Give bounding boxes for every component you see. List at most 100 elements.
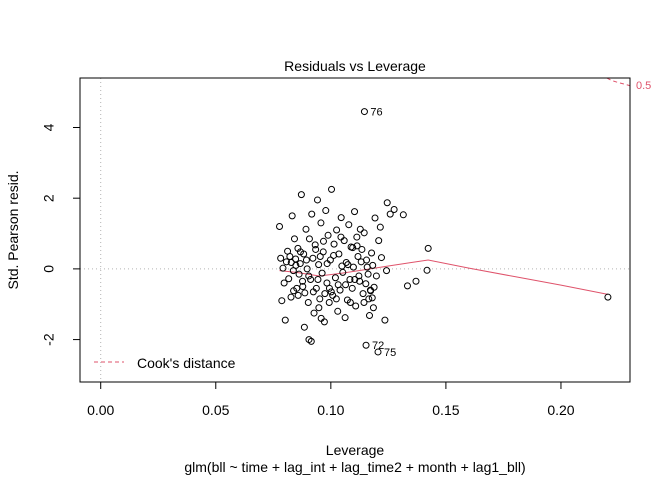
data-point <box>302 225 310 233</box>
data-point <box>316 295 324 303</box>
data-point <box>340 237 348 245</box>
data-point <box>338 262 346 270</box>
data-point <box>277 254 285 262</box>
data-point <box>356 225 364 233</box>
data-point <box>344 261 352 269</box>
data-point <box>303 265 311 273</box>
x-axis: 0.00 0.05 0.10 0.15 0.20 <box>87 381 575 418</box>
data-point <box>334 307 342 315</box>
data-point <box>375 237 383 245</box>
data-point <box>318 269 326 277</box>
data-point <box>285 275 293 283</box>
data-point <box>351 275 359 283</box>
data-point <box>304 298 312 306</box>
data-point <box>280 279 288 287</box>
data-point <box>357 258 365 266</box>
data-point <box>424 244 432 252</box>
data-point <box>310 309 318 317</box>
data-point <box>360 229 368 237</box>
data-point <box>315 261 323 269</box>
data-point <box>316 253 324 261</box>
data-point <box>313 196 321 204</box>
data-point <box>337 214 345 222</box>
chart-title: Residuals vs Leverage <box>284 58 426 74</box>
data-point <box>362 341 370 349</box>
data-point <box>360 108 368 116</box>
data-point <box>348 284 356 292</box>
data-point <box>309 254 317 262</box>
points-layer <box>276 108 612 356</box>
x-tick-label: 0.00 <box>87 402 114 418</box>
data-point <box>317 314 325 322</box>
data-point <box>330 251 338 259</box>
data-point <box>288 212 296 220</box>
data-point <box>300 323 308 331</box>
data-point <box>334 281 342 289</box>
data-point <box>332 295 340 303</box>
y-tick-label: 0 <box>41 265 57 273</box>
data-point <box>325 298 333 306</box>
data-point <box>345 221 353 229</box>
data-point <box>290 287 298 295</box>
data-point <box>294 291 302 299</box>
data-point <box>309 288 317 296</box>
data-point <box>423 266 431 274</box>
data-point <box>342 259 350 267</box>
data-point <box>359 290 367 298</box>
y-tick-label: 2 <box>41 194 57 202</box>
data-point <box>369 304 377 312</box>
data-point <box>383 267 391 275</box>
point-label-72: 72 <box>372 340 384 352</box>
data-point <box>305 235 313 243</box>
data-point <box>314 275 322 283</box>
data-point <box>354 253 362 261</box>
data-point <box>364 270 372 278</box>
x-tick-label: 0.20 <box>547 402 574 418</box>
data-point <box>372 272 380 280</box>
y-tick-label: -2 <box>41 333 57 346</box>
data-point <box>287 259 295 267</box>
data-point <box>328 185 336 193</box>
data-point <box>377 254 385 262</box>
data-point <box>307 337 315 345</box>
data-point <box>604 293 612 301</box>
data-point <box>342 281 350 289</box>
data-point <box>295 270 303 278</box>
data-point <box>305 272 313 280</box>
data-point <box>376 223 384 231</box>
data-point <box>297 191 305 199</box>
smoother-layer <box>279 259 609 295</box>
cooks-contour-line <box>606 77 631 87</box>
y-axis-title: Std. Pearson resid. <box>5 170 21 289</box>
data-point <box>307 275 315 283</box>
data-point <box>331 274 339 282</box>
data-point <box>317 219 325 227</box>
data-point <box>276 222 284 230</box>
data-point <box>327 288 335 296</box>
data-point <box>346 298 354 306</box>
data-point <box>368 294 376 302</box>
data-point <box>362 280 370 288</box>
data-point <box>358 245 366 253</box>
x-axis-title: Leverage <box>326 442 385 458</box>
cooks-contour-layer <box>606 77 631 87</box>
y-axis: -2 0 2 4 <box>41 123 81 346</box>
data-point <box>349 263 357 271</box>
data-point <box>369 261 377 269</box>
data-point <box>355 272 363 280</box>
cooks-contour-label: 0.5 <box>636 80 651 92</box>
legend-cooks-label: Cook's distance <box>137 355 236 371</box>
data-point <box>353 233 361 241</box>
data-point <box>403 282 411 290</box>
data-point <box>341 314 349 322</box>
data-point <box>323 260 331 268</box>
legend: Cook's distance <box>94 355 236 371</box>
plot-frame <box>79 77 631 383</box>
data-point <box>315 304 323 312</box>
data-point <box>330 240 338 248</box>
data-point <box>333 226 341 234</box>
data-point <box>308 210 316 218</box>
data-point <box>346 275 354 283</box>
